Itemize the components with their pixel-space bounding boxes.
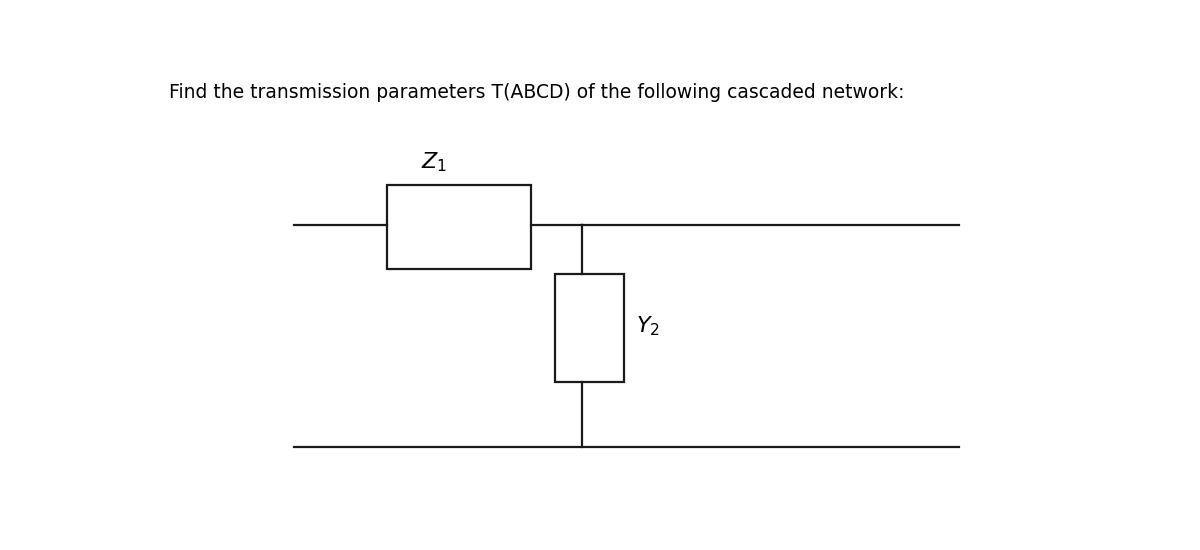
Text: Find the transmission parameters T(ABCD) of the following cascaded network:: Find the transmission parameters T(ABCD)… [168,83,904,102]
Text: $Z_1$: $Z_1$ [420,150,446,174]
Bar [388,185,532,270]
Text: $Y_2$: $Y_2$ [636,315,660,338]
Bar [554,273,624,382]
